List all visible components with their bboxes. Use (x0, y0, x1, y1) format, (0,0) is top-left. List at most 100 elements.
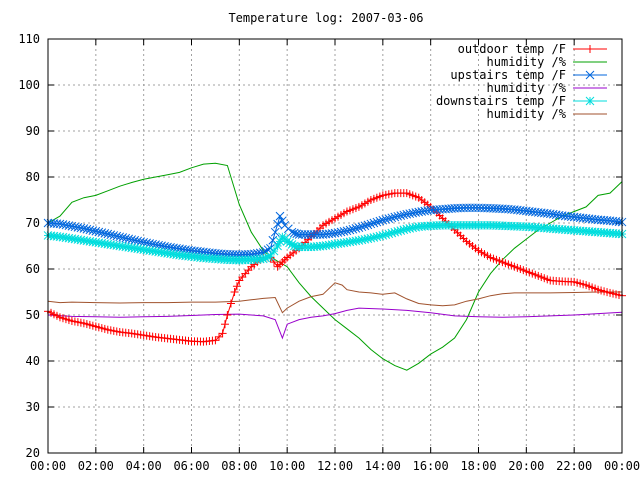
x-tick-label: 16:00 (413, 459, 449, 473)
data-point (390, 212, 400, 222)
data-point (94, 227, 104, 237)
data-point (339, 227, 349, 236)
y-tick-label: 90 (26, 124, 40, 138)
data-point (381, 215, 391, 224)
y-tick-label: 80 (26, 170, 40, 184)
x-tick-label: 12:00 (317, 459, 353, 473)
legend-label: downstairs temp /F (436, 94, 566, 108)
data-point (378, 215, 388, 225)
data-point (91, 226, 101, 236)
x-tick-label: 00:00 (30, 459, 66, 473)
data-point (396, 211, 406, 220)
data-point (289, 228, 299, 238)
data-point (266, 251, 275, 261)
series-line (47, 282, 622, 314)
plot-frame (47, 38, 623, 454)
data-point (363, 220, 373, 230)
y-tick-label: 30 (26, 400, 40, 414)
data-point (124, 234, 134, 244)
x-tick-label: 20:00 (508, 459, 544, 473)
data-point (220, 320, 229, 329)
data-point (218, 329, 227, 338)
data-point (109, 231, 119, 240)
data-point (348, 224, 358, 234)
axis-ticks: 20 30 40 50 60 70 80 90 100 110 00:00 02:00 04:00 06:… (18, 32, 640, 473)
data-point (223, 311, 232, 319)
legend-marker (586, 45, 594, 53)
data-point (351, 224, 361, 233)
data-point (369, 218, 379, 228)
data-point (270, 227, 280, 237)
y-tick-label: 50 (26, 308, 40, 322)
chart-title: Temperature log: 2007-03-06 (228, 11, 423, 25)
series-4 (43, 220, 627, 265)
data-point (112, 231, 122, 241)
data-point (215, 332, 224, 341)
data-point (211, 336, 220, 345)
legend-label: humidity /% (487, 107, 567, 121)
data-point (103, 229, 113, 239)
data-point (287, 227, 297, 237)
data-point (230, 288, 239, 296)
legend-label: outdoor temp /F (458, 42, 566, 56)
series-1 (47, 162, 623, 371)
data-point (88, 226, 98, 235)
x-tick-label: 14:00 (365, 459, 401, 473)
data-point (133, 236, 143, 246)
data-point (275, 211, 285, 221)
data-point (232, 282, 241, 291)
x-tick-label: 02:00 (78, 459, 114, 473)
y-tick-label: 100 (18, 78, 40, 92)
data-point (372, 217, 382, 227)
data-point (357, 222, 367, 232)
data-point (82, 224, 92, 234)
data-point (115, 232, 125, 242)
legend-label: humidity /% (487, 81, 567, 95)
series-3 (47, 307, 623, 340)
series-line (47, 307, 623, 340)
x-tick-label: 00:00 (604, 459, 640, 473)
data-point (387, 213, 397, 223)
data-point (269, 246, 279, 256)
legend-label: upstairs temp /F (450, 68, 566, 82)
data-point (273, 219, 282, 229)
y-tick-label: 40 (26, 354, 40, 368)
legend-marker (585, 96, 595, 106)
data-point (393, 211, 403, 221)
data-point (278, 216, 287, 226)
data-point (354, 223, 364, 232)
x-tick-label: 04:00 (126, 459, 162, 473)
data-point (97, 228, 107, 238)
data-point (121, 233, 131, 243)
data-point (85, 225, 95, 235)
data-point (268, 235, 278, 245)
legend-marker (585, 70, 595, 80)
x-tick-label: 06:00 (173, 459, 209, 473)
series-5 (47, 282, 622, 314)
y-tick-label: 20 (26, 446, 40, 460)
series-layer (43, 162, 627, 371)
series-2 (43, 203, 627, 260)
data-point (127, 235, 137, 244)
data-point (226, 299, 235, 308)
x-tick-label: 08:00 (221, 459, 257, 473)
data-point (292, 229, 302, 239)
x-tick-label: 10:00 (269, 459, 305, 473)
series-line (47, 162, 623, 371)
data-point (366, 219, 376, 229)
x-tick-label: 22:00 (556, 459, 592, 473)
x-tick-label: 18:00 (460, 459, 496, 473)
data-point (106, 230, 116, 240)
data-point (118, 233, 128, 242)
y-tick-label: 70 (26, 216, 40, 230)
data-point (360, 221, 370, 231)
data-point (384, 214, 394, 223)
data-point (79, 224, 89, 233)
y-tick-label: 110 (18, 32, 40, 46)
legend-label: humidity /% (487, 55, 567, 69)
data-point (130, 235, 140, 245)
data-point (342, 226, 352, 236)
y-tick-label: 60 (26, 262, 40, 276)
